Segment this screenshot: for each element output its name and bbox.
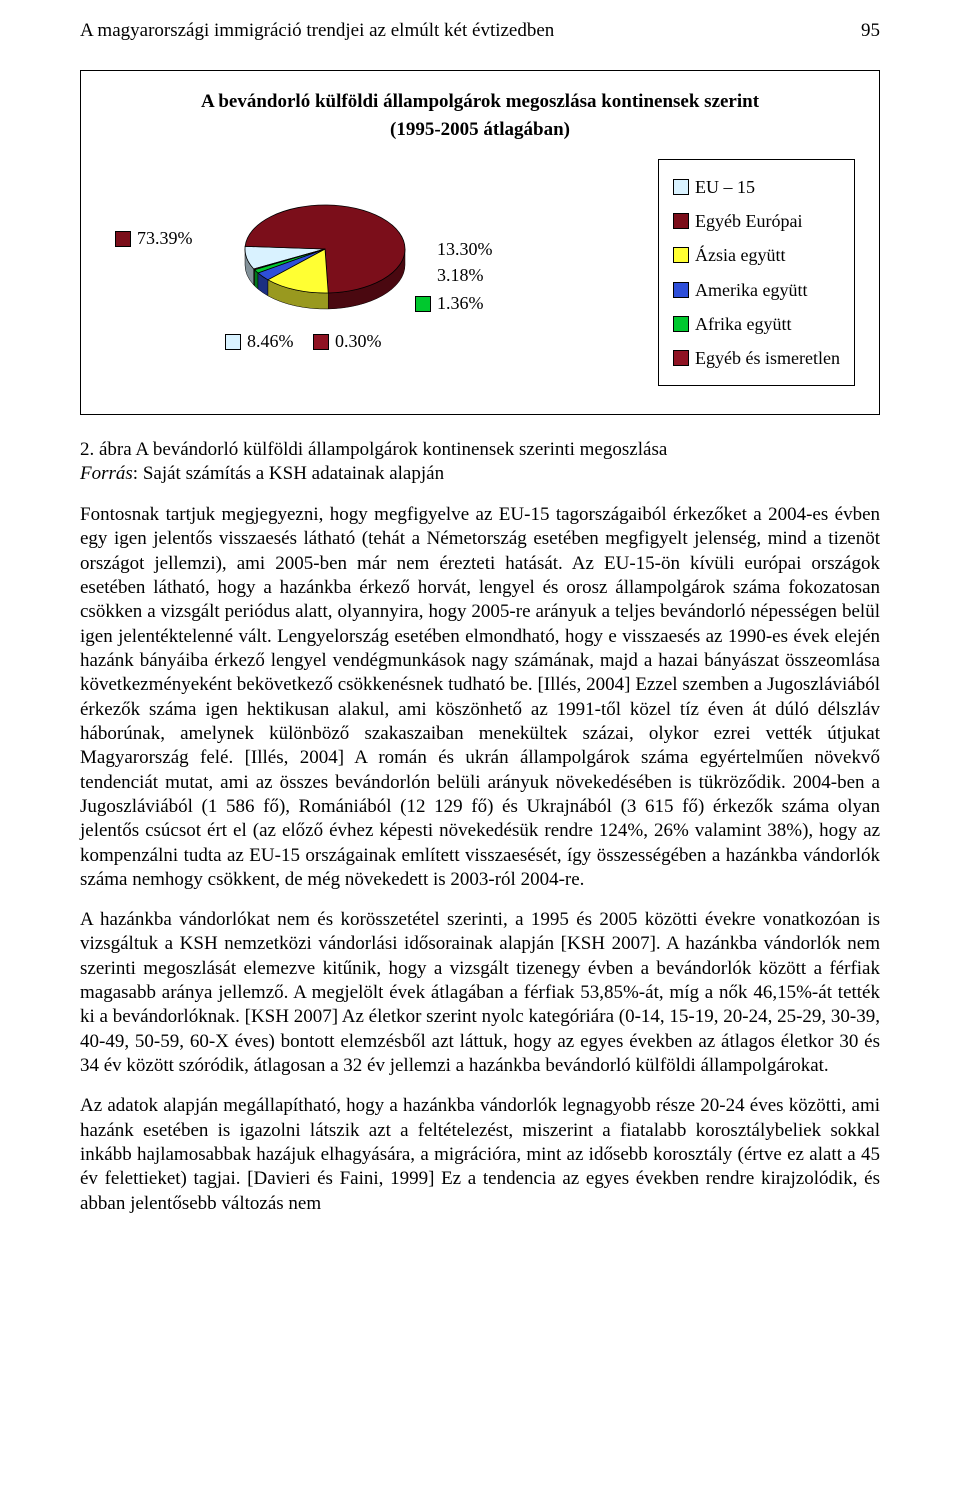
legend-item: EU – 15 [673,170,840,204]
callout-text: 3.18% [437,265,484,285]
chart-title-line2: (1995-2005 átlagában) [105,119,855,141]
legend-swatch [673,316,689,332]
pie-callout: 1.36% [415,293,484,314]
legend-label: Egyéb Európai [695,204,802,238]
chart-legend: EU – 15Egyéb EurópaiÁzsia együttAmerika … [658,159,855,386]
legend-swatch [673,350,689,366]
callout-swatch [313,334,329,350]
pie-callout: 3.18% [437,265,484,286]
legend-swatch [673,282,689,298]
page-number: 95 [861,20,880,42]
callout-swatch [115,231,131,247]
legend-item: Egyéb Európai [673,204,840,238]
body-paragraph-1: Fontosnak tartjuk megjegyezni, hogy megf… [80,503,880,892]
figure-caption: 2. ábra A bevándorló külföldi állampolgá… [80,439,880,461]
legend-label: Ázsia együtt [695,238,785,272]
source-label: Forrás [80,463,133,484]
callout-text: 8.46% [247,331,294,351]
legend-label: Egyéb és ismeretlen [695,341,840,375]
legend-item: Amerika együtt [673,273,840,307]
callout-text: 1.36% [437,293,484,313]
pie-callout: 8.46% [225,331,294,352]
pie-callout: 0.30% [313,331,382,352]
running-title: A magyarországi immigráció trendjei az e… [80,20,554,42]
callout-swatch [225,334,241,350]
running-header: A magyarországi immigráció trendjei az e… [80,20,880,42]
pie-callout: 73.39% [115,228,193,249]
figure-source: Forrás: Saját számítás a KSH adatainak a… [80,463,880,485]
legend-item: Ázsia együtt [673,238,840,272]
legend-item: Egyéb és ismeretlen [673,341,840,375]
pie-callout: 13.30% [437,239,493,260]
callout-text: 73.39% [137,228,193,248]
callout-swatch [415,296,431,312]
callout-text: 13.30% [437,239,493,259]
legend-label: EU – 15 [695,170,755,204]
legend-item: Afrika együtt [673,307,840,341]
chart-container: A bevándorló külföldi állampolgárok mego… [80,70,880,415]
source-text: : Saját számítás a KSH adatainak alapján [133,463,444,484]
legend-swatch [673,247,689,263]
callout-text: 0.30% [335,331,382,351]
body-paragraph-3: Az adatok alapján megállapítható, hogy a… [80,1094,880,1216]
legend-label: Afrika együtt [695,307,791,341]
chart-title-line1: A bevándorló külföldi állampolgárok mego… [105,91,855,113]
body-paragraph-2: A hazánkba vándorlókat nem és korösszeté… [80,908,880,1078]
legend-label: Amerika együtt [695,273,807,307]
legend-swatch [673,179,689,195]
pie-chart: 73.39% 13.30% 3.18% 1.36% 8.46% 0.30% [105,173,634,373]
legend-swatch [673,213,689,229]
